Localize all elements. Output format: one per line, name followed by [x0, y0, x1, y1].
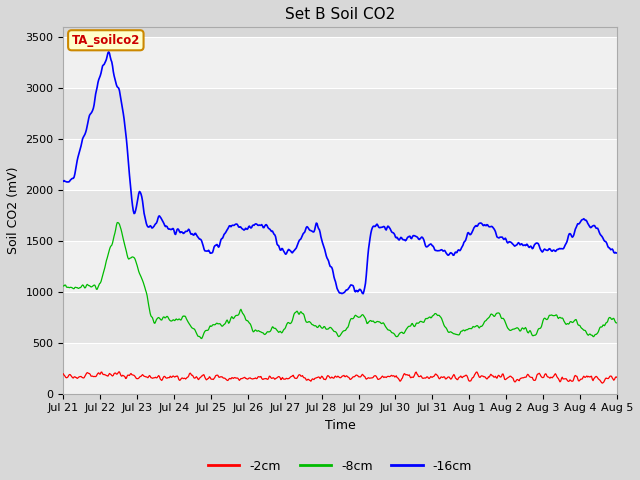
Bar: [63, 343, 617, 394]
Title: Set B Soil CO2: Set B Soil CO2: [285, 7, 396, 22]
Bar: [63, 88, 617, 139]
Bar: [63, 139, 617, 190]
Y-axis label: Soil CO2 (mV): Soil CO2 (mV): [7, 167, 20, 254]
Legend: -2cm, -8cm, -16cm: -2cm, -8cm, -16cm: [204, 455, 477, 478]
X-axis label: Time: Time: [324, 419, 355, 432]
Bar: [63, 190, 617, 241]
Text: TA_soilco2: TA_soilco2: [72, 34, 140, 47]
Bar: [63, 241, 617, 292]
Bar: [63, 37, 617, 88]
Bar: [63, 292, 617, 343]
